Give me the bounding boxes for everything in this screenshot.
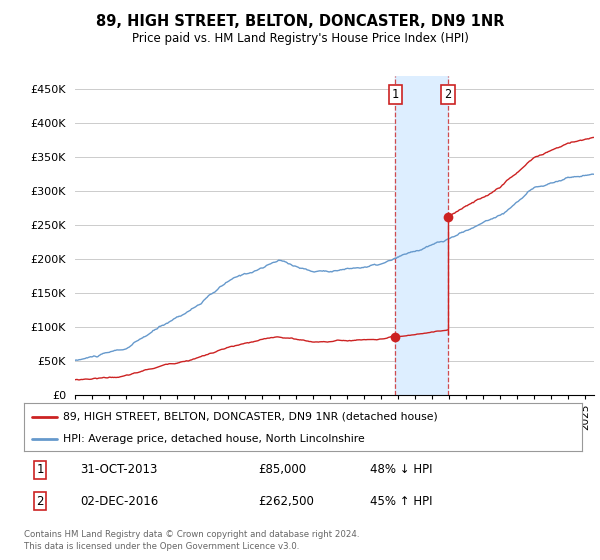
Text: 02-DEC-2016: 02-DEC-2016 <box>80 494 158 508</box>
Text: £85,000: £85,000 <box>259 463 307 476</box>
Text: 2: 2 <box>36 494 44 508</box>
Text: 89, HIGH STREET, BELTON, DONCASTER, DN9 1NR (detached house): 89, HIGH STREET, BELTON, DONCASTER, DN9 … <box>63 412 438 422</box>
Text: 31-OCT-2013: 31-OCT-2013 <box>80 463 157 476</box>
Text: Contains HM Land Registry data © Crown copyright and database right 2024.: Contains HM Land Registry data © Crown c… <box>24 530 359 539</box>
Bar <box>395 76 448 395</box>
Text: This data is licensed under the Open Government Licence v3.0.: This data is licensed under the Open Gov… <box>24 542 299 550</box>
Text: Price paid vs. HM Land Registry's House Price Index (HPI): Price paid vs. HM Land Registry's House … <box>131 32 469 45</box>
Text: 89, HIGH STREET, BELTON, DONCASTER, DN9 1NR: 89, HIGH STREET, BELTON, DONCASTER, DN9 … <box>96 14 504 29</box>
Text: 45% ↑ HPI: 45% ↑ HPI <box>370 494 433 508</box>
Text: 1: 1 <box>392 88 399 101</box>
Text: 2: 2 <box>445 88 452 101</box>
Text: 1: 1 <box>36 463 44 476</box>
Text: HPI: Average price, detached house, North Lincolnshire: HPI: Average price, detached house, Nort… <box>63 434 365 444</box>
Text: 48% ↓ HPI: 48% ↓ HPI <box>370 463 433 476</box>
Text: £262,500: £262,500 <box>259 494 314 508</box>
